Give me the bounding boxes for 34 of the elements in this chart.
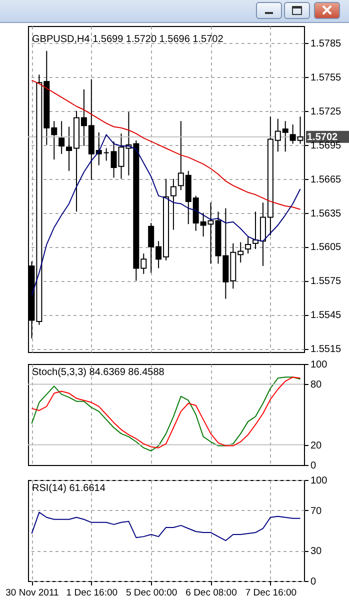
line-series	[31, 512, 301, 542]
y-tick-label: 1.5755	[310, 72, 342, 84]
ref-line-label: 1.5702	[307, 132, 338, 143]
y-tick-label: 100	[310, 360, 328, 370]
x-tick-label: 7 Dec 16:00	[245, 588, 297, 598]
x-tick-label: 1 Dec 16:00	[66, 588, 118, 598]
y-tick-label: 30	[310, 546, 322, 558]
y-tick-label: 1.5725	[310, 106, 342, 118]
y-tick-label: 0	[310, 460, 316, 472]
y-tick-label: 0	[310, 576, 316, 588]
candlestick	[170, 178, 176, 230]
y-tick-label: 70	[310, 506, 322, 517]
y-tick-label: 1.5665	[310, 174, 342, 186]
line-series	[31, 80, 301, 210]
text: GBPUSD,H4 1.5699 1.5720 1.5696 1.5702	[32, 34, 224, 45]
y-tick-label: 100	[310, 476, 328, 486]
y-tick-label: 1.5695	[310, 140, 342, 152]
y-tick-label: 1.5635	[310, 208, 342, 220]
chart-title: Stoch(5,3,3) 84.6369 86.4588	[32, 367, 165, 378]
candlestick	[103, 148, 110, 162]
x-tick-label: 5 Dec 00:00	[126, 588, 178, 598]
y-tick-label: 20	[310, 440, 322, 452]
y-tick-label: 80	[310, 380, 322, 391]
y-tick-label: 1.5785	[310, 38, 342, 50]
y-tick-label: 1.5575	[310, 276, 342, 288]
y-tick-label: 1.5545	[310, 310, 342, 322]
chart-title: RSI(14) 61.6614	[32, 483, 106, 494]
y-tick-label: 1.5605	[310, 242, 342, 254]
candlestick	[245, 236, 252, 254]
line-series	[31, 134, 301, 296]
x-tick-label: 6 Dec 08:00	[186, 588, 237, 598]
candlestick	[58, 120, 65, 154]
y-tick-label: 1.5515	[310, 344, 342, 356]
x-tick-label: 30 Nov 2011	[6, 588, 59, 598]
